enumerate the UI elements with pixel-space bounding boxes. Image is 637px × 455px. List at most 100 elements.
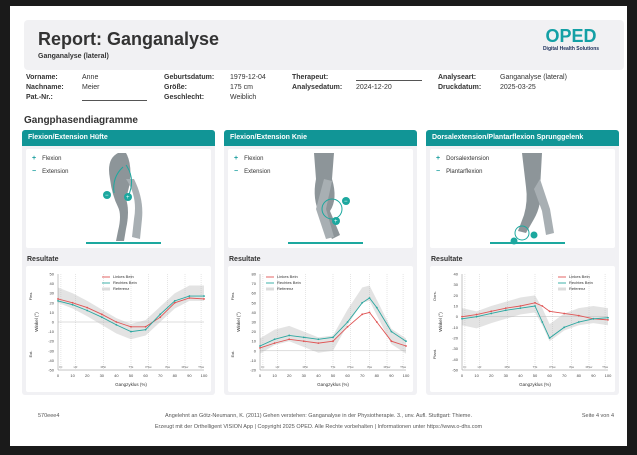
x-tick-label: 0 xyxy=(461,373,464,378)
data-point xyxy=(115,323,118,326)
druckdatum-label: Druckdatum: xyxy=(438,84,482,91)
druckdatum-value: 2025-03-25 xyxy=(500,84,536,91)
vorname-value: Anne xyxy=(82,74,99,81)
phase-label: MSt xyxy=(505,365,511,369)
y-tick-label: 50 xyxy=(252,300,257,305)
y-tick-label: -40 xyxy=(452,357,459,362)
data-point xyxy=(71,301,74,304)
section-title: Gangphasendiagramme xyxy=(24,115,138,126)
phase-label: IC xyxy=(59,365,63,369)
phase-label: TSw xyxy=(400,365,407,369)
y-tick-label: -30 xyxy=(452,346,459,351)
chart-background xyxy=(430,266,615,392)
x-tick-label: 10 xyxy=(70,373,75,378)
data-point xyxy=(332,340,334,343)
y-tick-label: 20 xyxy=(454,293,459,298)
x-tick-label: 20 xyxy=(85,373,90,378)
y-positive-label: Dors. xyxy=(432,291,437,301)
legend-swatch xyxy=(266,287,274,291)
y-tick-label: 50 xyxy=(50,272,55,277)
legend-minus: − Extension xyxy=(32,168,68,175)
y-tick-label: 20 xyxy=(50,300,55,305)
y-negative-label: Plant. xyxy=(432,349,437,359)
x-tick-label: 90 xyxy=(591,373,596,378)
data-point xyxy=(57,298,59,300)
data-point xyxy=(390,330,393,333)
analysedatum-label: Analysedatum: xyxy=(292,84,343,91)
y-tick-label: 20 xyxy=(252,329,257,334)
data-point xyxy=(346,325,349,328)
x-axis-label: Gangzyklus (%) xyxy=(519,382,551,387)
oped-logo: OPED Digital Health Solutions xyxy=(536,26,606,60)
series-line xyxy=(461,302,609,321)
y-tick-label: 10 xyxy=(454,304,459,309)
x-tick-label: 80 xyxy=(173,373,178,378)
data-point xyxy=(541,321,544,323)
y-axis-label: Winkel (°) xyxy=(236,312,241,332)
data-point xyxy=(100,313,103,316)
y-tick-label: 0 xyxy=(52,320,55,325)
y-tick-label: 80 xyxy=(252,272,257,277)
x-tick-label: 40 xyxy=(316,373,321,378)
data-point xyxy=(317,342,320,345)
data-point xyxy=(461,317,463,320)
phase-label: LR xyxy=(478,365,483,369)
phase-label: LR xyxy=(74,365,79,369)
y-tick-label: 60 xyxy=(252,291,257,296)
results-title: Resultate xyxy=(431,256,463,263)
x-tick-label: 0 xyxy=(259,373,262,378)
x-tick-label: 50 xyxy=(129,373,134,378)
data-point xyxy=(188,295,191,297)
panel-knee: Flexion/Extension Knie + Flexion − Extensi… xyxy=(224,130,417,395)
data-point xyxy=(173,301,176,304)
y-tick-label: -10 xyxy=(250,358,257,363)
minus-icon: − xyxy=(234,168,239,175)
x-tick-label: 10 xyxy=(272,373,277,378)
x-tick-label: 20 xyxy=(287,373,292,378)
data-point xyxy=(288,338,291,341)
data-point xyxy=(317,338,320,341)
minus-icon: − xyxy=(32,168,37,175)
logo-word: OPED xyxy=(545,26,597,46)
data-point xyxy=(534,305,536,307)
nachname-label: Nachname: xyxy=(26,84,64,91)
data-point xyxy=(302,340,305,343)
x-tick-label: 70 xyxy=(562,373,567,378)
data-point xyxy=(130,325,132,328)
phase-label: LR xyxy=(276,365,281,369)
data-point xyxy=(361,313,364,316)
y-tick-label: -30 xyxy=(48,348,55,353)
legend-plus: + Dorsalextension xyxy=(436,155,489,162)
x-tick-label: 20 xyxy=(489,373,494,378)
legend-minus: − Plantarflexion xyxy=(436,168,482,175)
phase-label: ISw xyxy=(367,365,373,369)
y-tick-label: -10 xyxy=(452,325,459,330)
panel-ankle: Dorsalextension/Plantarflexion Sprunggel… xyxy=(426,130,619,395)
y-tick-label: -10 xyxy=(48,329,55,334)
analyseart-value: Ganganalyse (lateral) xyxy=(500,74,567,81)
nachname-value: Meier xyxy=(82,84,100,91)
series-line xyxy=(259,311,407,349)
y-tick-label: 30 xyxy=(454,282,459,287)
data-point xyxy=(144,328,147,331)
phase-label: IC xyxy=(463,365,467,369)
legend-plus: + Flexion xyxy=(234,155,263,162)
leg-figure-hip: − + xyxy=(86,153,161,244)
geburt-label: Geburtsdatum: xyxy=(164,74,215,81)
data-point xyxy=(259,347,261,349)
data-point xyxy=(504,309,507,312)
phase-label: PSw xyxy=(145,365,152,369)
data-point xyxy=(361,301,364,304)
x-tick-label: 70 xyxy=(158,373,163,378)
svg-text:+: + xyxy=(126,195,130,201)
phase-label: PSw xyxy=(347,365,354,369)
svg-text:−: − xyxy=(344,199,348,205)
phase-label: ISw xyxy=(569,365,575,369)
phase-label: ISw xyxy=(165,365,171,369)
footer-citation: Angelehnt an Götz-Neumann, K. (2011) Geh… xyxy=(165,413,472,419)
legend-swatch xyxy=(102,287,110,291)
data-point xyxy=(504,307,507,310)
svg-text:−: − xyxy=(105,193,109,199)
legend-plus-label: Flexion xyxy=(244,156,264,162)
legend-minus-label: Plantarflexion xyxy=(446,169,483,175)
